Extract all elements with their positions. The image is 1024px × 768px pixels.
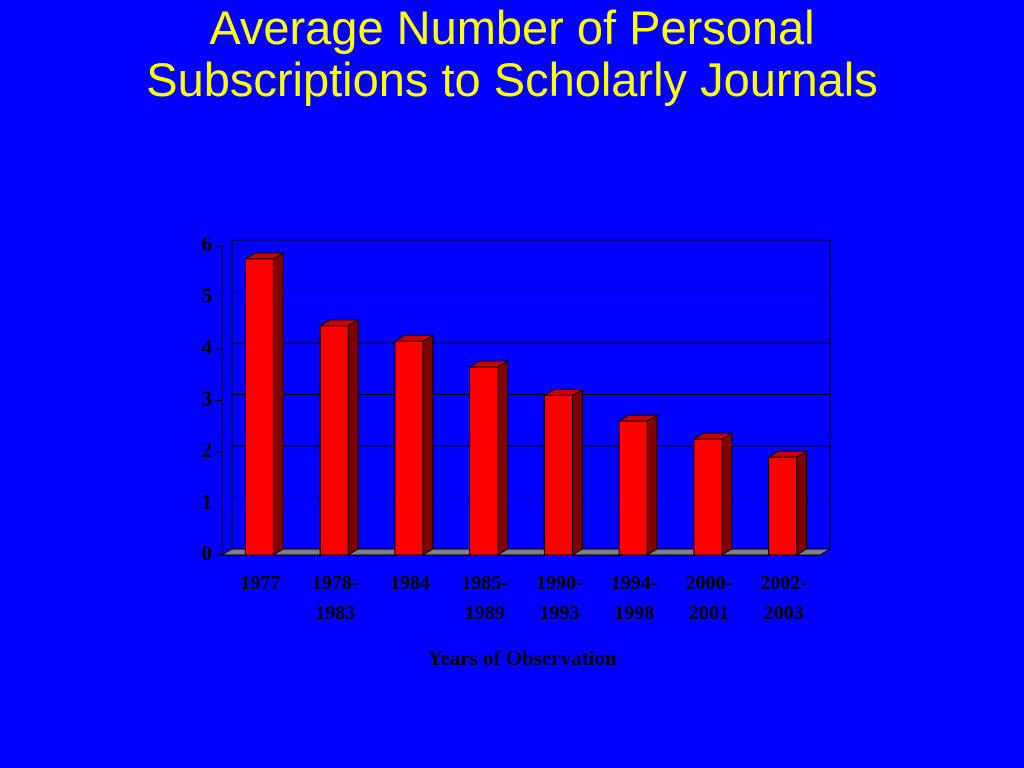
bar-side — [497, 360, 509, 556]
y-tick-label: 5 — [202, 283, 213, 307]
plot-floor — [220, 548, 832, 556]
bar — [768, 456, 798, 556]
x-tick-label: 1985- 1989 — [461, 572, 508, 624]
x-tick-label: 2002- 2003 — [760, 572, 807, 624]
y-tick-label: 4 — [202, 335, 213, 359]
bar-side — [796, 450, 808, 556]
y-tick-label: 0 — [202, 541, 213, 565]
chart-title: Average Number of Personal Subscriptions… — [146, 1, 878, 106]
x-tick-label: 1994- 1998 — [610, 572, 658, 624]
y-tick-label: 1 — [202, 489, 213, 513]
bar — [319, 325, 349, 556]
x-tick-label: 1984 — [389, 572, 430, 594]
x-axis-label: Years of Observation — [427, 646, 617, 670]
bar-side — [571, 388, 583, 556]
bar — [543, 394, 573, 556]
bar — [693, 438, 723, 556]
x-tick-label: 1990- 1993 — [536, 572, 583, 624]
bar — [244, 258, 274, 556]
bar — [618, 420, 648, 556]
y-tick-label: 3 — [202, 386, 213, 410]
x-tick-label: 1978- 1983 — [311, 572, 359, 624]
y-tick-label: 2 — [202, 438, 213, 462]
y-tick-label: 6 — [202, 232, 213, 256]
bar-side — [272, 251, 284, 556]
bar — [394, 340, 424, 556]
bar-side — [347, 318, 359, 556]
bar-side — [646, 414, 658, 556]
x-tick-label: 1977 — [240, 572, 281, 594]
bar-side — [422, 334, 434, 556]
x-tick-label: 2000- 2001 — [685, 572, 733, 624]
bar — [469, 366, 499, 556]
bar-side — [721, 432, 733, 556]
